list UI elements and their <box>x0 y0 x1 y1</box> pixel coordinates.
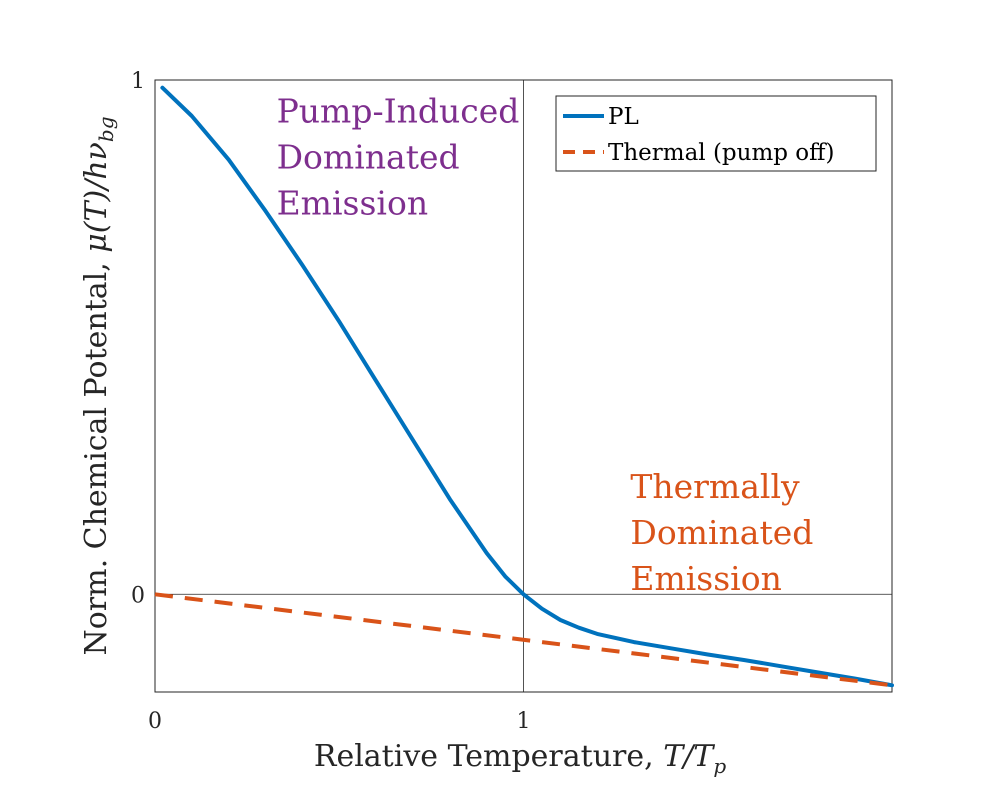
x-tick-label: 0 <box>148 709 162 734</box>
annotation-thermally: Thermally Dominated Emission <box>630 467 813 598</box>
legend-label-thermal: Thermal (pump off) <box>608 140 834 166</box>
legend-box <box>555 95 877 172</box>
x-tick-label: 1 <box>517 709 531 734</box>
series-line-thermal <box>154 592 893 688</box>
y-tick-label: 1 <box>131 69 145 94</box>
annotation-line: Emission <box>277 183 428 222</box>
annotation-pump-induced: Pump-Induced Dominated Emission <box>277 91 520 222</box>
legend: PL Thermal (pump off) <box>555 95 877 172</box>
annotation-line: Dominated <box>277 137 460 176</box>
annotation-line: Thermally <box>630 467 800 506</box>
series-line-pl <box>160 85 894 688</box>
annotation-line: Pump-Induced <box>277 91 520 130</box>
y-tick-label: 0 <box>131 583 145 608</box>
y-axis-label: Norm. Chemical Potental, μ(T)/hνbg <box>79 116 118 655</box>
annotation-line: Dominated <box>630 513 813 552</box>
annotation-line: Emission <box>630 559 781 598</box>
legend-label-pl: PL <box>608 104 639 130</box>
x-axis-label: Relative Temperature, T/Tp <box>314 739 726 778</box>
